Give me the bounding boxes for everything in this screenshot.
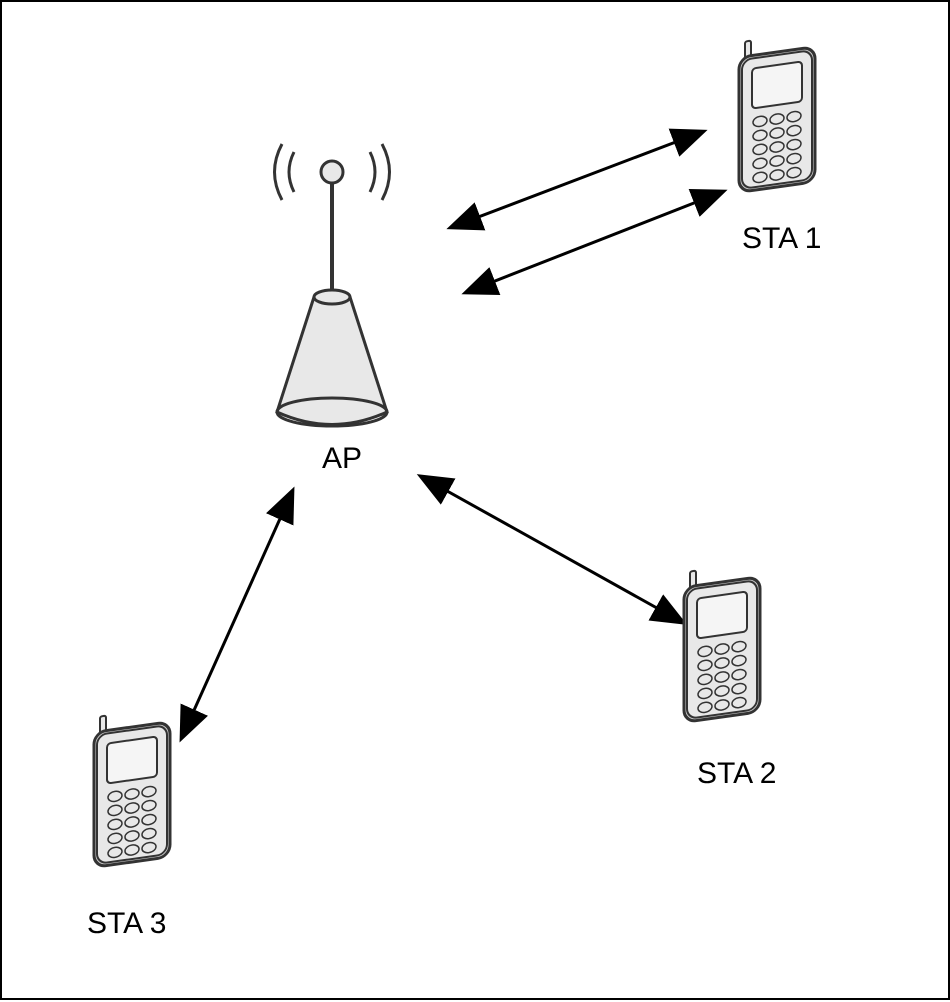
network-diagram-svg [2,2,950,1002]
ap-label: AP [322,442,362,476]
sta3-label: STA 3 [87,907,166,941]
diagram-container: AP STA 1 STA 2 STA 3 [0,0,950,1000]
connection-arrows [182,132,722,737]
arrow-ap-sta2 [422,477,682,622]
phone-sta2-icon [684,562,760,723]
sta1-label: STA 1 [742,222,821,256]
arrow-ap-sta3 [182,492,292,737]
phone-sta1-icon [739,32,815,193]
sta2-label: STA 2 [697,757,776,791]
access-point-icon [275,144,390,426]
arrow-ap-sta1-a [452,132,702,227]
phone-sta3-icon [94,707,170,868]
